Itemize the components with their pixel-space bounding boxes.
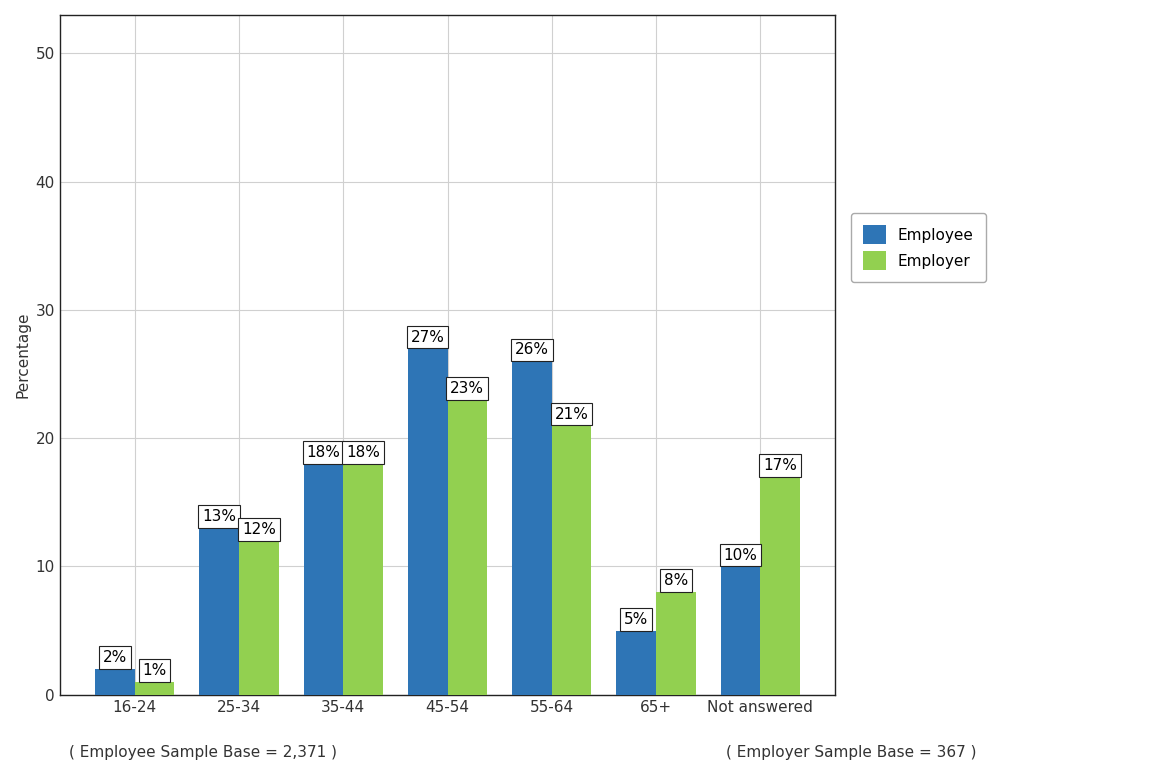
Bar — [94, 669, 135, 695]
Text: 1%: 1% — [143, 663, 167, 678]
Text: 5%: 5% — [624, 612, 649, 627]
Bar — [655, 592, 696, 695]
Text: 13%: 13% — [202, 509, 236, 525]
Text: 18%: 18% — [346, 445, 380, 460]
Text: 8%: 8% — [664, 573, 688, 588]
Text: 21%: 21% — [554, 406, 589, 422]
Bar — [343, 464, 382, 695]
Bar — [304, 464, 343, 695]
Text: 2%: 2% — [103, 650, 127, 665]
Text: 10%: 10% — [723, 548, 758, 563]
Bar — [447, 400, 487, 695]
Text: 23%: 23% — [450, 381, 484, 396]
Text: 18%: 18% — [306, 445, 340, 460]
Bar — [135, 682, 174, 695]
Text: 12%: 12% — [242, 522, 275, 537]
Text: 17%: 17% — [764, 458, 797, 473]
Text: 27%: 27% — [411, 329, 445, 345]
Bar — [238, 541, 279, 695]
Bar — [760, 477, 799, 695]
Text: 26%: 26% — [515, 343, 550, 357]
Bar — [513, 361, 552, 695]
Text: ( Employee Sample Base = 2,371 ): ( Employee Sample Base = 2,371 ) — [69, 745, 338, 760]
Y-axis label: Percentage: Percentage — [15, 312, 30, 398]
Legend: Employee, Employer: Employee, Employer — [850, 213, 986, 283]
Bar — [408, 349, 447, 695]
Bar — [616, 631, 655, 695]
Bar — [552, 425, 591, 695]
Bar — [721, 567, 760, 695]
Text: ( Employer Sample Base = 367 ): ( Employer Sample Base = 367 ) — [726, 745, 976, 760]
Bar — [199, 528, 238, 695]
